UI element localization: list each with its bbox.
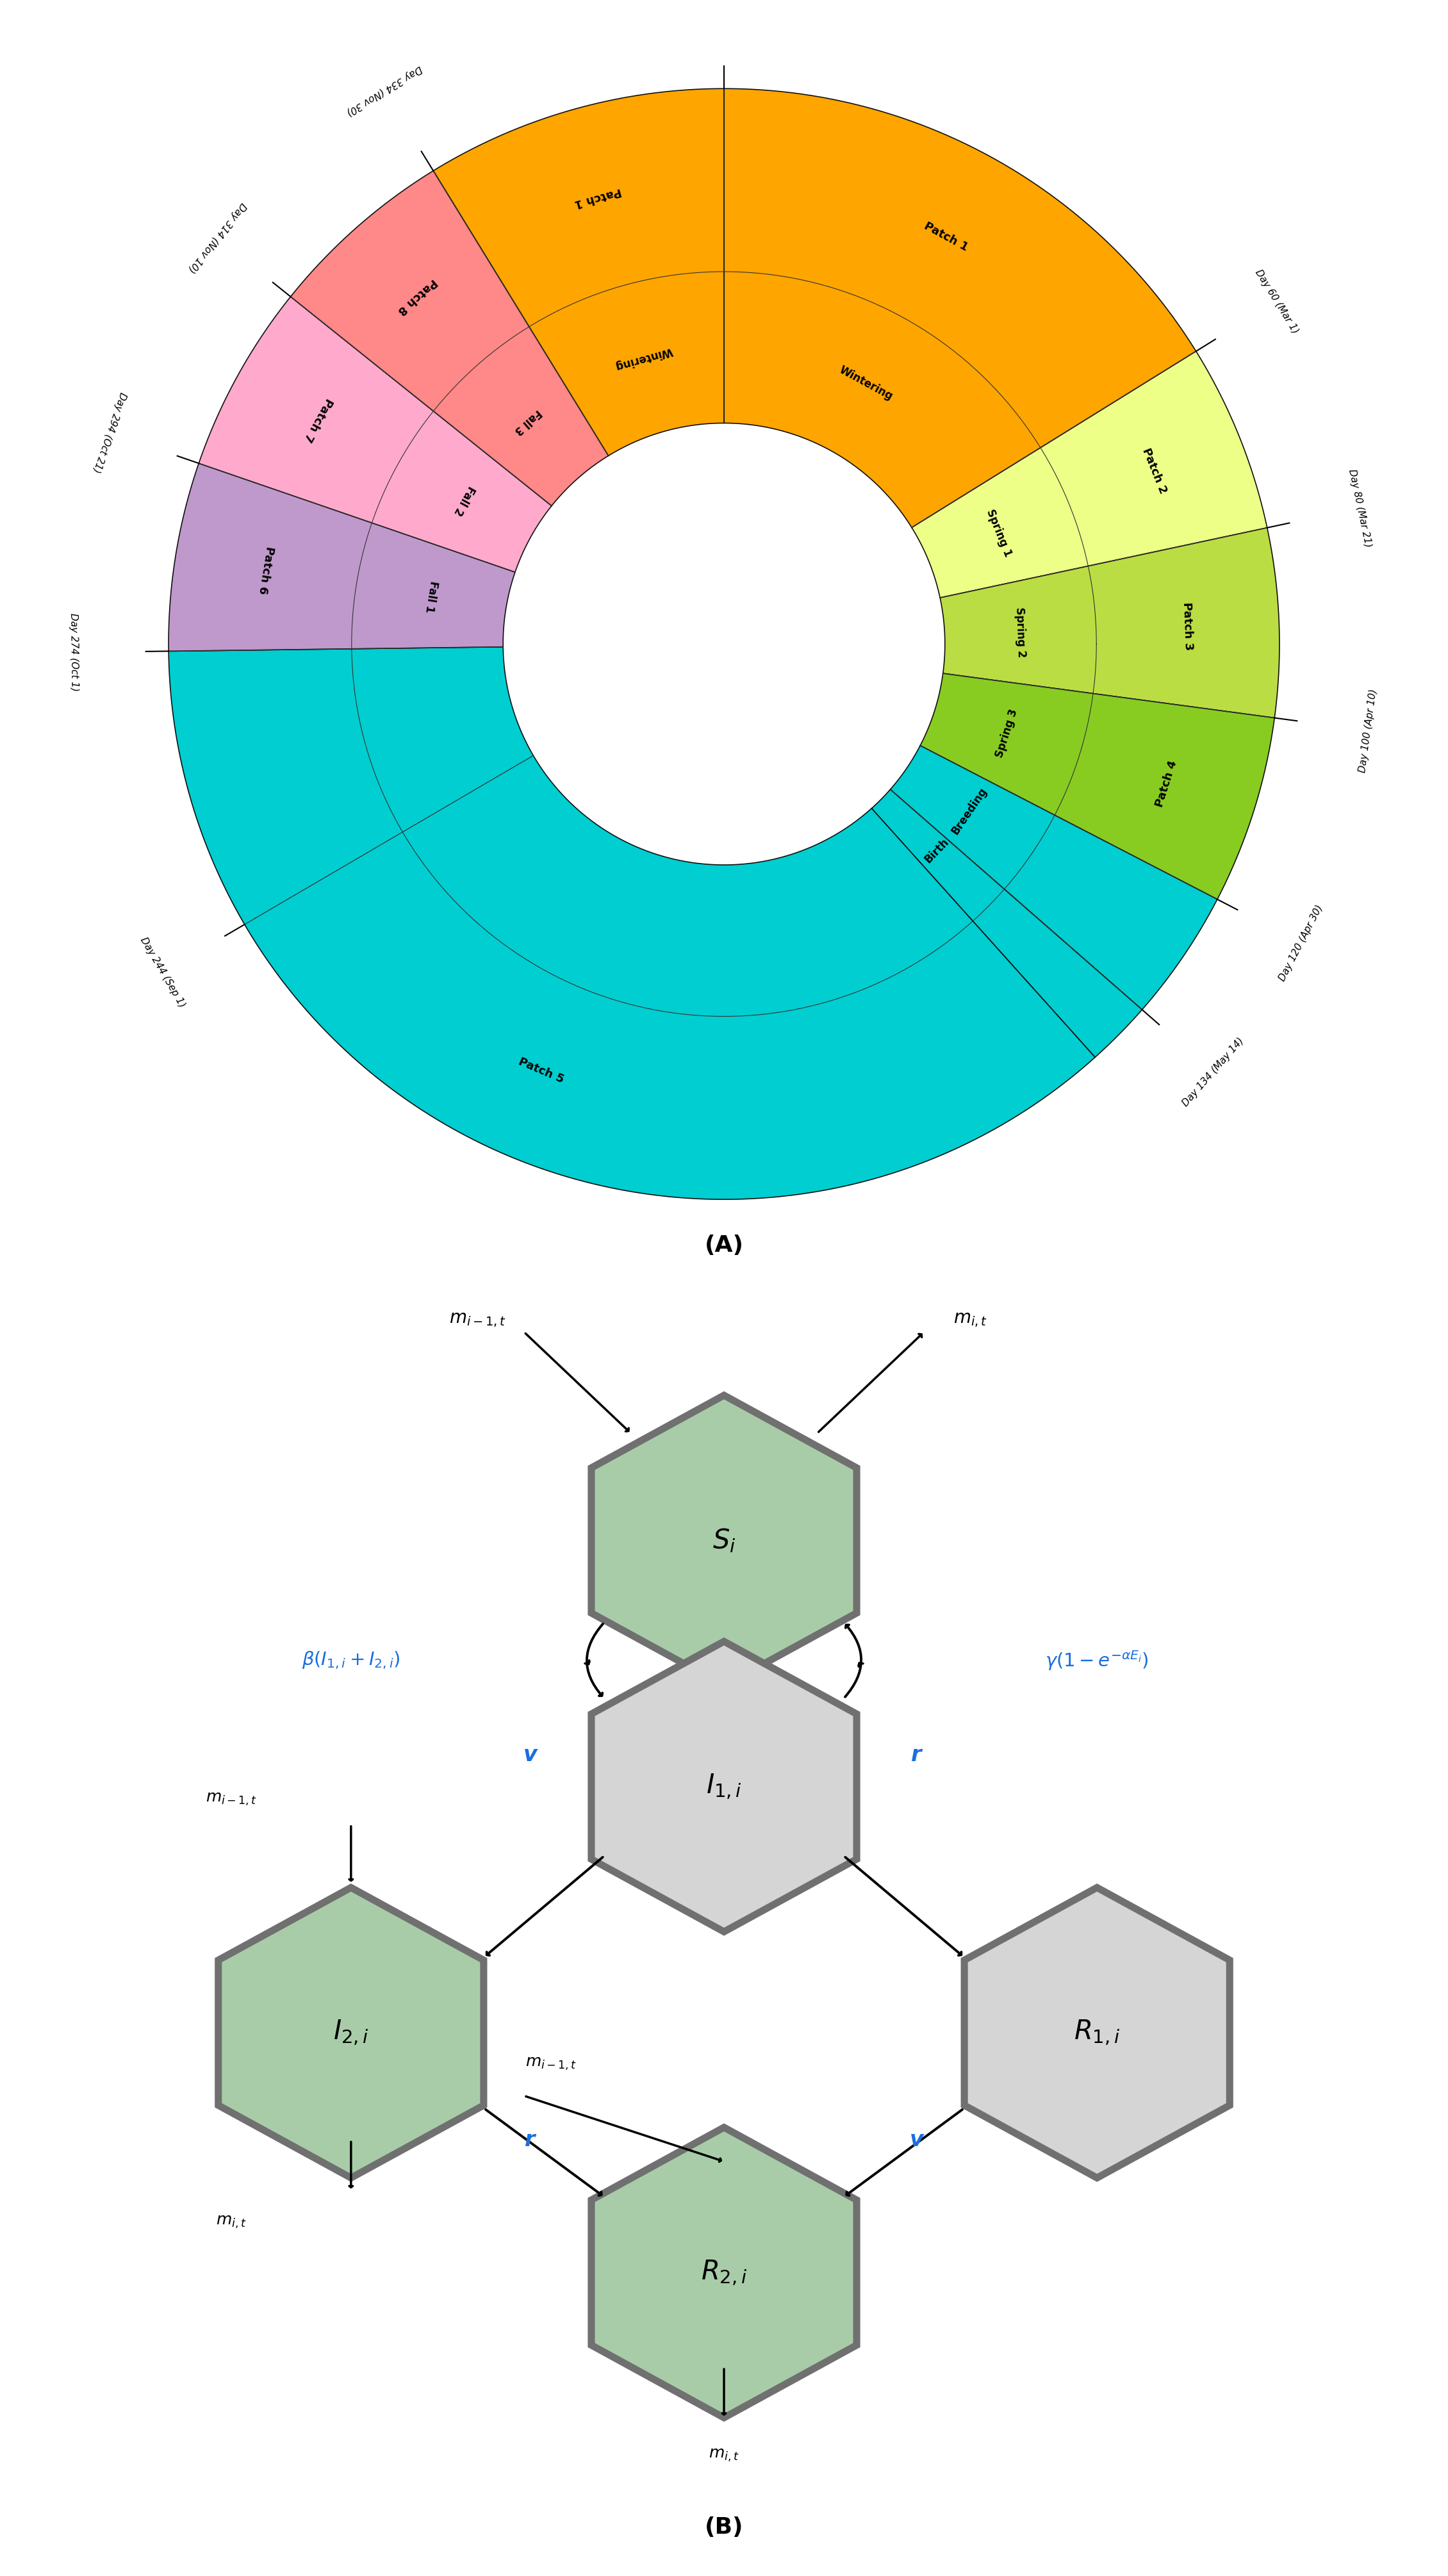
Polygon shape: [872, 788, 1142, 1056]
Polygon shape: [919, 672, 1274, 899]
Text: Day 274 (Oct 1): Day 274 (Oct 1): [68, 613, 80, 690]
Polygon shape: [964, 1888, 1229, 2177]
Text: Patch 6: Patch 6: [256, 546, 275, 595]
Text: Fall 1: Fall 1: [423, 580, 439, 613]
Text: (B): (B): [705, 2517, 743, 2537]
Polygon shape: [940, 528, 1280, 719]
Polygon shape: [168, 647, 1095, 1200]
Polygon shape: [891, 744, 1218, 1010]
Polygon shape: [591, 1396, 857, 1685]
Text: Day 60 (Mar 1): Day 60 (Mar 1): [1253, 268, 1300, 335]
Text: $R_{2,i}$: $R_{2,i}$: [701, 2259, 747, 2287]
Text: Wintering: Wintering: [837, 363, 895, 402]
Text: $\boldsymbol{r}$: $\boldsymbol{r}$: [524, 2130, 537, 2151]
Text: Patch 5: Patch 5: [517, 1056, 566, 1084]
Polygon shape: [219, 1888, 484, 2177]
Text: Day 314 (Nov 10): Day 314 (Nov 10): [185, 201, 248, 273]
Text: Fall 3: Fall 3: [511, 407, 543, 435]
Polygon shape: [433, 88, 724, 456]
Text: $\boldsymbol{r}$: $\boldsymbol{r}$: [911, 1744, 924, 1765]
Text: Patch 7: Patch 7: [301, 397, 334, 443]
Text: Day 334 (Nov 30): Day 334 (Nov 30): [345, 64, 423, 116]
Text: $m_{i-1,t}$: $m_{i-1,t}$: [449, 1311, 505, 1329]
Polygon shape: [291, 170, 608, 505]
Text: Wintering: Wintering: [613, 345, 673, 371]
Polygon shape: [912, 350, 1267, 598]
Text: $\gamma(1-e^{-\alpha E_i})$: $\gamma(1-e^{-\alpha E_i})$: [1045, 1649, 1148, 1672]
Text: Patch 4: Patch 4: [1154, 760, 1179, 809]
Text: $R_{1,i}$: $R_{1,i}$: [1074, 2020, 1121, 2048]
Polygon shape: [591, 2128, 857, 2419]
Text: $\boldsymbol{v}$: $\boldsymbol{v}$: [909, 2130, 925, 2151]
Polygon shape: [724, 88, 1196, 528]
Text: Day 100 (Apr 10): Day 100 (Apr 10): [1358, 688, 1378, 773]
Text: $I_{1,i}$: $I_{1,i}$: [707, 1772, 741, 1801]
Text: Day 80 (Mar 21): Day 80 (Mar 21): [1347, 469, 1373, 549]
Text: $m_{i,t}$: $m_{i,t}$: [954, 1311, 988, 1329]
Text: Patch 1: Patch 1: [573, 185, 623, 209]
Text: Spring 2: Spring 2: [1014, 608, 1027, 657]
Polygon shape: [591, 1641, 857, 1932]
Text: Patch 3: Patch 3: [1182, 603, 1195, 649]
Text: Day 134 (May 14): Day 134 (May 14): [1180, 1036, 1245, 1108]
Text: Patch 2: Patch 2: [1140, 446, 1169, 495]
Text: (A): (A): [705, 1234, 743, 1257]
Text: Spring 1: Spring 1: [985, 507, 1014, 559]
Text: $m_{i,t}$: $m_{i,t}$: [216, 2215, 246, 2231]
Text: Patch 8: Patch 8: [395, 276, 439, 317]
Text: Fall 2: Fall 2: [452, 484, 476, 518]
Text: $I_{2,i}$: $I_{2,i}$: [333, 2020, 369, 2048]
Text: $S_i$: $S_i$: [712, 1528, 736, 1553]
Text: Birth: Birth: [922, 837, 951, 866]
Text: Day 120 (Apr 30): Day 120 (Apr 30): [1277, 904, 1325, 981]
Polygon shape: [198, 296, 552, 572]
Text: $m_{i,t}$: $m_{i,t}$: [708, 2447, 740, 2463]
Text: Day 294 (Oct 21): Day 294 (Oct 21): [91, 392, 127, 474]
Text: $\boldsymbol{v}$: $\boldsymbol{v}$: [523, 1744, 539, 1765]
Text: $\beta(I_{1,i}+I_{2,i})$: $\beta(I_{1,i}+I_{2,i})$: [301, 1649, 400, 1672]
Text: Breeding: Breeding: [948, 786, 989, 837]
Text: $m_{i-1,t}$: $m_{i-1,t}$: [526, 2056, 576, 2071]
Text: Spring 3: Spring 3: [993, 708, 1019, 760]
Text: Day 244 (Sep 1): Day 244 (Sep 1): [139, 935, 187, 1010]
Text: $m_{i-1,t}$: $m_{i-1,t}$: [206, 1790, 256, 1806]
Text: Patch 1: Patch 1: [922, 219, 970, 252]
Polygon shape: [168, 464, 515, 652]
